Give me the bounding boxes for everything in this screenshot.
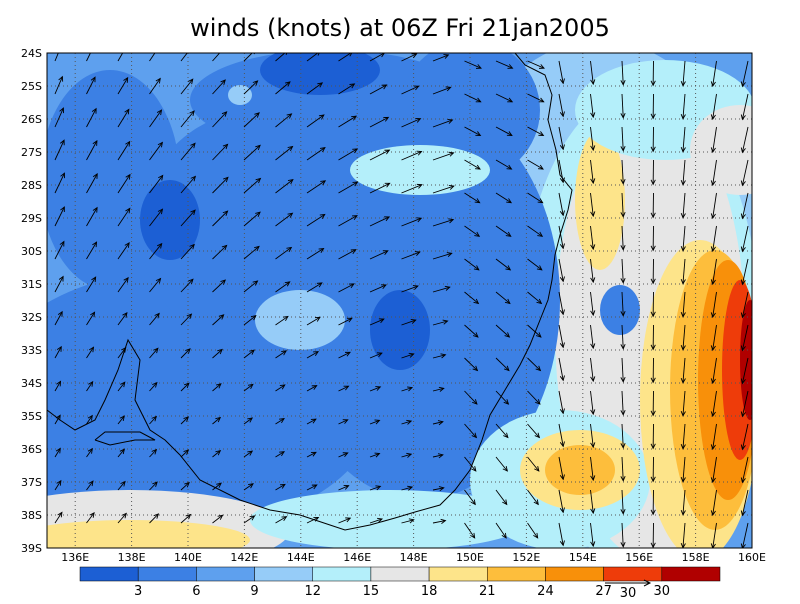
colorbar-label: 18 <box>421 584 438 599</box>
lat-label: 27S <box>21 146 42 159</box>
colorbar-label: 21 <box>479 584 496 599</box>
lon-label: 156E <box>625 551 653 564</box>
colorbar-label: 15 <box>363 584 380 599</box>
arrow-head <box>58 46 62 51</box>
lon-label: 140E <box>174 551 202 564</box>
contour-region <box>255 290 345 350</box>
lat-label: 26S <box>21 113 42 126</box>
lon-label: 148E <box>400 551 428 564</box>
colorbar-swatch <box>196 567 254 581</box>
lon-label: 138E <box>118 551 146 564</box>
colorbar-swatch <box>138 567 196 581</box>
lat-label: 37S <box>21 476 42 489</box>
colorbar-swatch <box>255 567 313 581</box>
colorbar-label: 24 <box>537 584 554 599</box>
lat-label: 28S <box>21 179 42 192</box>
colorbar-label: 30 <box>654 584 671 599</box>
colorbar-swatch <box>487 567 545 581</box>
lat-label: 25S <box>21 80 42 93</box>
reference-label: 30 <box>620 586 637 600</box>
colorbar-swatch <box>80 567 138 581</box>
colorbar-label: 3 <box>134 584 142 599</box>
lon-label: 144E <box>287 551 315 564</box>
lat-label: 34S <box>21 377 42 390</box>
contour-region <box>600 285 640 335</box>
contour-region <box>370 290 430 370</box>
lat-label: 32S <box>21 311 42 324</box>
title: winds (knots) at 06Z Fri 21jan2005 <box>190 14 610 42</box>
lat-label: 24S <box>21 47 42 60</box>
colorbar-swatch <box>662 567 720 581</box>
lat-label: 30S <box>21 245 42 258</box>
contour-region <box>690 105 790 195</box>
lat-label: 36S <box>21 443 42 456</box>
arrow-head <box>122 47 126 52</box>
arrow-head <box>90 46 94 51</box>
contour-region <box>250 490 530 550</box>
lon-label: 136E <box>61 551 89 564</box>
arrow-head <box>154 47 158 52</box>
lat-label: 35S <box>21 410 42 423</box>
lat-label: 38S <box>21 509 42 522</box>
lon-label: 142E <box>230 551 258 564</box>
lat-label: 39S <box>21 542 42 555</box>
colorbar-swatch <box>429 567 487 581</box>
lon-label: 152E <box>512 551 540 564</box>
colorbar-label: 9 <box>250 584 258 599</box>
colorbar-swatch <box>313 567 371 581</box>
lon-label: 158E <box>682 551 710 564</box>
contour-region <box>722 280 758 460</box>
contour-region <box>228 85 252 105</box>
contour-region <box>740 300 760 420</box>
colorbar-swatch <box>604 567 662 581</box>
lon-label: 160E <box>738 551 766 564</box>
colorbar-label: 12 <box>304 584 321 599</box>
lat-label: 31S <box>21 278 42 291</box>
lon-label: 150E <box>456 551 484 564</box>
colorbar-swatch <box>371 567 429 581</box>
lat-label: 29S <box>21 212 42 225</box>
colorbar-label: 27 <box>595 584 612 599</box>
arrow-head <box>187 48 191 53</box>
contour-region <box>545 445 615 495</box>
colorbar-label: 6 <box>192 584 200 599</box>
lon-label: 146E <box>343 551 371 564</box>
lon-label: 154E <box>569 551 597 564</box>
colorbar-swatch <box>545 567 603 581</box>
lat-label: 33S <box>21 344 42 357</box>
